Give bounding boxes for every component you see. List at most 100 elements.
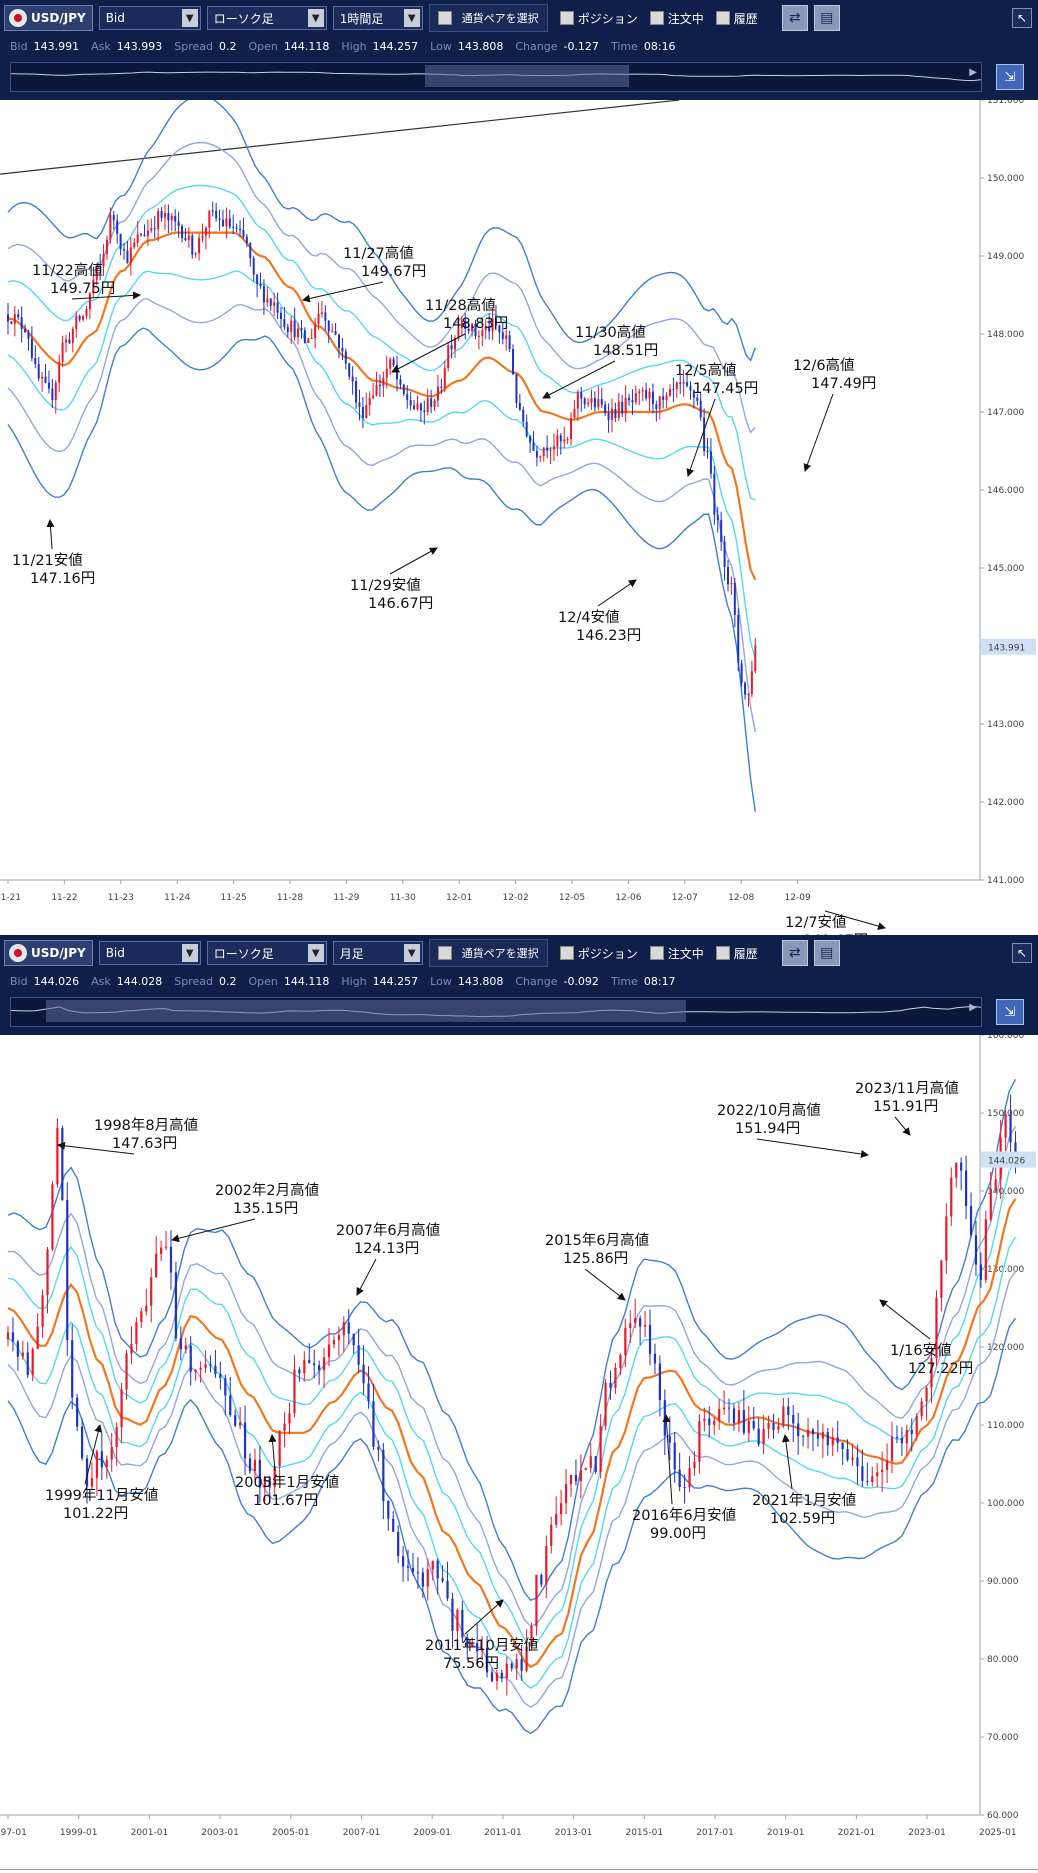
chevron-down-icon: ▼ (403, 9, 420, 27)
chart-type-select[interactable]: ローソク足 ▼ (206, 941, 327, 965)
candle-body (494, 318, 497, 326)
candle-body (546, 447, 549, 451)
symbol-selector[interactable]: USD/JPY (4, 5, 93, 31)
price-type-select[interactable]: Bid ▼ (98, 941, 201, 965)
candle-body (123, 249, 126, 251)
annotation-value: 99.00円 (650, 1526, 706, 1542)
candle-body (78, 315, 81, 320)
refresh-chart-icon[interactable]: ⇄ (781, 5, 808, 31)
history-checkbox[interactable] (715, 11, 730, 25)
candle-body (204, 227, 207, 236)
y-tick-label: 143.000 (987, 720, 1024, 730)
price-chart-hourly[interactable]: 151.000 150.000 149.000 148.000 147.000 146.0… (0, 94, 1038, 949)
settings-panel-icon[interactable]: ▤ (813, 940, 840, 966)
annotation-label: 2022/10月高値 (717, 1102, 821, 1119)
candle-body (974, 1235, 978, 1265)
chart-type-select[interactable]: ローソク足 ▼ (206, 6, 327, 30)
candle-body (249, 243, 252, 259)
candle-body (120, 1389, 123, 1428)
candle-body (129, 247, 132, 263)
order-toggle[interactable]: 注文中 (649, 10, 704, 27)
history-toggle[interactable]: 履歴 (715, 945, 758, 962)
candle-body (31, 1348, 34, 1376)
pair-checkbox[interactable] (437, 946, 452, 960)
navigator-scrollbar[interactable]: ▶ (10, 997, 982, 1027)
candle-body (639, 1318, 642, 1327)
candle-body (518, 402, 521, 410)
annotation-value: 151.94円 (735, 1121, 800, 1137)
zoom-fit-icon[interactable]: ⇲ (996, 999, 1024, 1025)
annotation-value: 149.67円 (361, 264, 426, 280)
x-tick-label: 2023-01 (908, 1828, 946, 1838)
candle-body (476, 1643, 479, 1652)
annotation-arrow (781, 1434, 793, 1490)
annotation-label: 2011年10月安値 (425, 1637, 538, 1654)
annotation-label: 11/29安値 (350, 577, 421, 594)
collapse-icon[interactable]: ↖ (1012, 943, 1032, 963)
candle-body (133, 242, 136, 248)
candle-body (841, 1442, 844, 1450)
candle-body (826, 1432, 829, 1446)
timeframe-select[interactable]: 月足 ▼ (332, 941, 423, 965)
order-checkbox[interactable] (649, 946, 664, 960)
y-tick-label: 100.000 (987, 1499, 1024, 1509)
symbol-selector[interactable]: USD/JPY (4, 940, 93, 966)
open-value: 144.118 (283, 40, 330, 53)
open-label: Open (248, 40, 278, 53)
candle-body (597, 399, 600, 408)
candle-body (510, 1663, 513, 1669)
order-toggle[interactable]: 注文中 (649, 945, 704, 962)
navigator-window[interactable] (425, 65, 629, 87)
history-toggle[interactable]: 履歴 (715, 10, 758, 27)
high-label: High (341, 975, 367, 988)
x-tick-label: 11-23 (108, 893, 134, 903)
order-checkbox[interactable] (649, 11, 664, 25)
candle-body (831, 1437, 834, 1446)
annotation-value: 146.23円 (576, 628, 641, 644)
candle-body (61, 342, 64, 362)
position-checkbox[interactable] (559, 11, 574, 25)
collapse-icon[interactable]: ↖ (1012, 8, 1032, 28)
candle-body (392, 1518, 395, 1532)
candle-body (308, 1359, 311, 1364)
candle-body (481, 1647, 484, 1652)
candle-body (624, 397, 627, 414)
candle-body (320, 312, 323, 314)
candle-body (935, 1297, 938, 1359)
timeframe-select[interactable]: 1時間足 ▼ (332, 6, 423, 30)
candle-body (545, 1545, 548, 1585)
candle-body (406, 393, 409, 401)
pair-select-button[interactable]: 通貨ペアを選択 (428, 4, 548, 32)
price-chart-monthly[interactable]: 160.000 150.000 140.000 130.000 120.000 110.0… (0, 1031, 1038, 1870)
candle-body (11, 1332, 15, 1342)
scroll-right-icon[interactable]: ▶ (969, 1002, 977, 1013)
candle-body (866, 1480, 869, 1483)
candlestick-chart-hourly[interactable]: 151.000 150.000 149.000 148.000 147.000 146.0… (0, 94, 1038, 949)
candle-body (68, 339, 71, 344)
navigator-scrollbar[interactable]: ▶ (10, 62, 982, 92)
x-tick-label: 11-21 (0, 893, 21, 903)
candle-body (515, 374, 518, 403)
candlestick-chart-monthly[interactable]: 160.000150.000140.000130.000120.000110.0… (0, 1031, 1038, 1869)
candle-body (454, 337, 457, 350)
candle-body (871, 1476, 874, 1483)
pair-checkbox[interactable] (437, 11, 452, 25)
candle-body (727, 1407, 731, 1409)
settings-panel-icon[interactable]: ▤ (813, 5, 840, 31)
candle-body (153, 228, 156, 230)
scroll-right-icon[interactable]: ▶ (969, 67, 977, 78)
price-type-select[interactable]: Bid ▼ (98, 6, 201, 30)
candle-body (861, 1466, 864, 1481)
candle-body (344, 351, 347, 364)
candle-body (27, 332, 30, 339)
history-checkbox[interactable] (715, 946, 730, 960)
position-toggle[interactable]: ポジション (559, 10, 638, 27)
position-checkbox[interactable] (559, 946, 574, 960)
pair-select-button[interactable]: 通貨ペアを選択 (428, 939, 548, 967)
zoom-fit-icon[interactable]: ⇲ (996, 64, 1024, 90)
position-toggle[interactable]: ポジション (559, 945, 638, 962)
candle-body (550, 1524, 553, 1546)
refresh-chart-icon[interactable]: ⇄ (781, 940, 808, 966)
candle-body (389, 359, 392, 369)
navigator-window[interactable] (45, 1000, 687, 1022)
